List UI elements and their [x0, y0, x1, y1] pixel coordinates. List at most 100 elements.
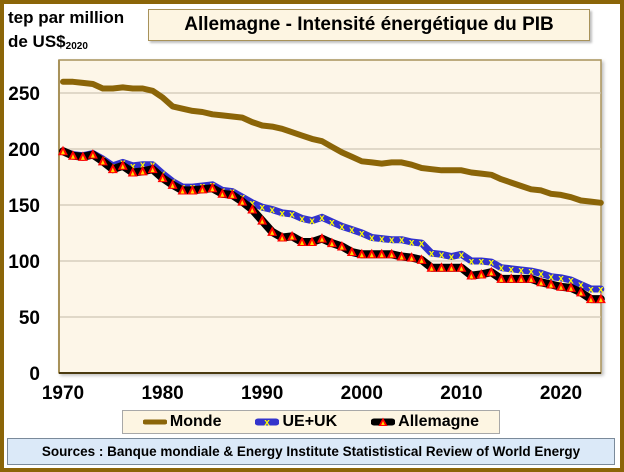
marker-ue-uk: x [498, 263, 504, 274]
marker-inner-allemagne [459, 266, 464, 271]
marker-ue-uk: x [419, 239, 425, 250]
line-monde [60, 78, 604, 206]
marker-ue-uk: x [479, 257, 485, 268]
marker-inner-allemagne [140, 169, 145, 175]
marker-inner-allemagne [90, 153, 95, 158]
y-axis-label-line2: de US$2020 [8, 30, 124, 59]
x-tick-label: 1970 [42, 383, 84, 404]
marker-inner-allemagne [529, 277, 534, 282]
marker-inner-allemagne [419, 258, 424, 263]
marker-inner-allemagne [568, 286, 573, 291]
marker-ue-uk: x [359, 229, 365, 240]
marker-ue-uk: x [429, 249, 435, 260]
legend-item-ue-uk: x UE+UK [255, 413, 337, 431]
marker-inner-allemagne [200, 187, 205, 193]
marker-ue-uk: x [598, 285, 604, 296]
y-tick-label: 150 [8, 196, 40, 217]
series-monde [60, 78, 604, 206]
marker-inner-allemagne [160, 176, 165, 182]
marker-inner-allemagne [489, 270, 494, 276]
marker-ue-uk: x [578, 280, 584, 291]
marker-ue-uk: x [140, 160, 146, 171]
legend-item-monde: Monde [142, 413, 221, 431]
marker-ue-uk: x [379, 234, 385, 245]
marker-ue-uk: x [399, 235, 405, 246]
y-axis-label-unit: de US$ [8, 32, 66, 51]
legend-swatch-allemagne [371, 417, 396, 426]
marker-inner-allemagne [549, 283, 554, 288]
marker-inner-allemagne [449, 266, 454, 271]
y-tick-label: 200 [8, 140, 40, 161]
legend-label-ue-uk: UE+UK [282, 413, 338, 430]
marker-ue-uk: x [588, 285, 594, 296]
marker-inner-allemagne [240, 200, 245, 205]
marker-inner-allemagne [280, 235, 285, 241]
marker-ue-uk: x [459, 250, 465, 261]
marker-ue-uk: x [249, 198, 255, 209]
marker-inner-allemagne [80, 155, 85, 160]
marker-inner-allemagne [120, 164, 125, 169]
marker-inner-allemagne [329, 241, 334, 247]
legend-swatch-ue-uk: x [255, 418, 280, 428]
marker-inner-allemagne [389, 252, 394, 258]
x-tick-label: 2000 [341, 383, 383, 404]
marker-ue-uk: x [289, 209, 295, 220]
x-tick-label: 1980 [141, 383, 183, 404]
marker-inner-allemagne [429, 266, 434, 271]
legend-swatch-monde [142, 419, 167, 425]
y-axis-label-line1: tep par million [8, 8, 125, 27]
marker-ue-uk: x [309, 216, 315, 227]
marker-ue-uk: x [259, 203, 265, 214]
marker-ue-uk: x [269, 205, 275, 216]
marker-inner-allemagne [220, 192, 225, 197]
y-tick-label: 250 [8, 84, 40, 105]
marker-ue-uk: x [548, 272, 554, 283]
marker-inner-allemagne [509, 277, 514, 282]
marker-ue-uk: x [299, 214, 305, 225]
marker-inner-allemagne [61, 149, 65, 155]
y-tick-label: 100 [8, 252, 40, 273]
marker-inner-allemagne [150, 167, 155, 173]
marker-inner-allemagne [369, 252, 374, 258]
marker-inner-allemagne [539, 280, 544, 286]
sources-note: Sources : Banque mondiale & Energy Insti… [7, 438, 615, 465]
marker-inner-allemagne [70, 154, 75, 159]
y-tick-label: 50 [19, 308, 40, 329]
legend: Monde x UE+UK Allemagne [122, 410, 500, 434]
marker-inner-allemagne [559, 285, 563, 290]
marker-inner-allemagne [409, 256, 414, 261]
x-tick-labels: 1970 1980 1990 2000 2010 2020 [42, 383, 582, 404]
marker-ue-uk: x [568, 276, 574, 287]
marker-inner-allemagne [349, 250, 354, 256]
y-tick-label: 0 [29, 364, 40, 385]
marker-ue-uk: x [488, 258, 494, 269]
marker-inner-allemagne [270, 230, 275, 235]
marker-ue-uk: x [369, 233, 375, 244]
plot-area [58, 59, 602, 374]
series-allemagne [58, 145, 606, 304]
marker-ue-uk: x [130, 161, 136, 172]
marker-inner-allemagne [100, 159, 105, 165]
marker-ue-uk: x [389, 235, 395, 246]
marker-inner-allemagne [300, 240, 305, 245]
marker-inner-allemagne [110, 167, 115, 173]
marker-inner-allemagne [170, 183, 175, 188]
x-tick-label: 2010 [440, 383, 482, 404]
svg-text:x: x [265, 418, 271, 428]
series-lines: xxxxxxxxxxxxxxxxxxxxxxxxxxxxxxxxxxxxxxxx… [58, 78, 606, 304]
marker-inner-allemagne [379, 252, 384, 258]
x-tick-label: 1990 [241, 383, 283, 404]
marker-inner-allemagne [310, 240, 314, 245]
marker-ue-uk: x [439, 250, 445, 261]
x-tick-label: 2020 [540, 383, 582, 404]
marker-ue-uk: x [329, 217, 335, 228]
marker-inner-allemagne [598, 297, 603, 303]
marker-ue-uk: x [339, 222, 345, 233]
marker-inner-allemagne [359, 252, 364, 258]
marker-ue-uk: x [558, 273, 564, 284]
marker-ue-uk: x [449, 252, 455, 263]
marker-inner-allemagne [250, 207, 255, 213]
legend-item-allemagne: Allemagne [371, 413, 479, 431]
marker-ue-uk: x [409, 237, 415, 248]
